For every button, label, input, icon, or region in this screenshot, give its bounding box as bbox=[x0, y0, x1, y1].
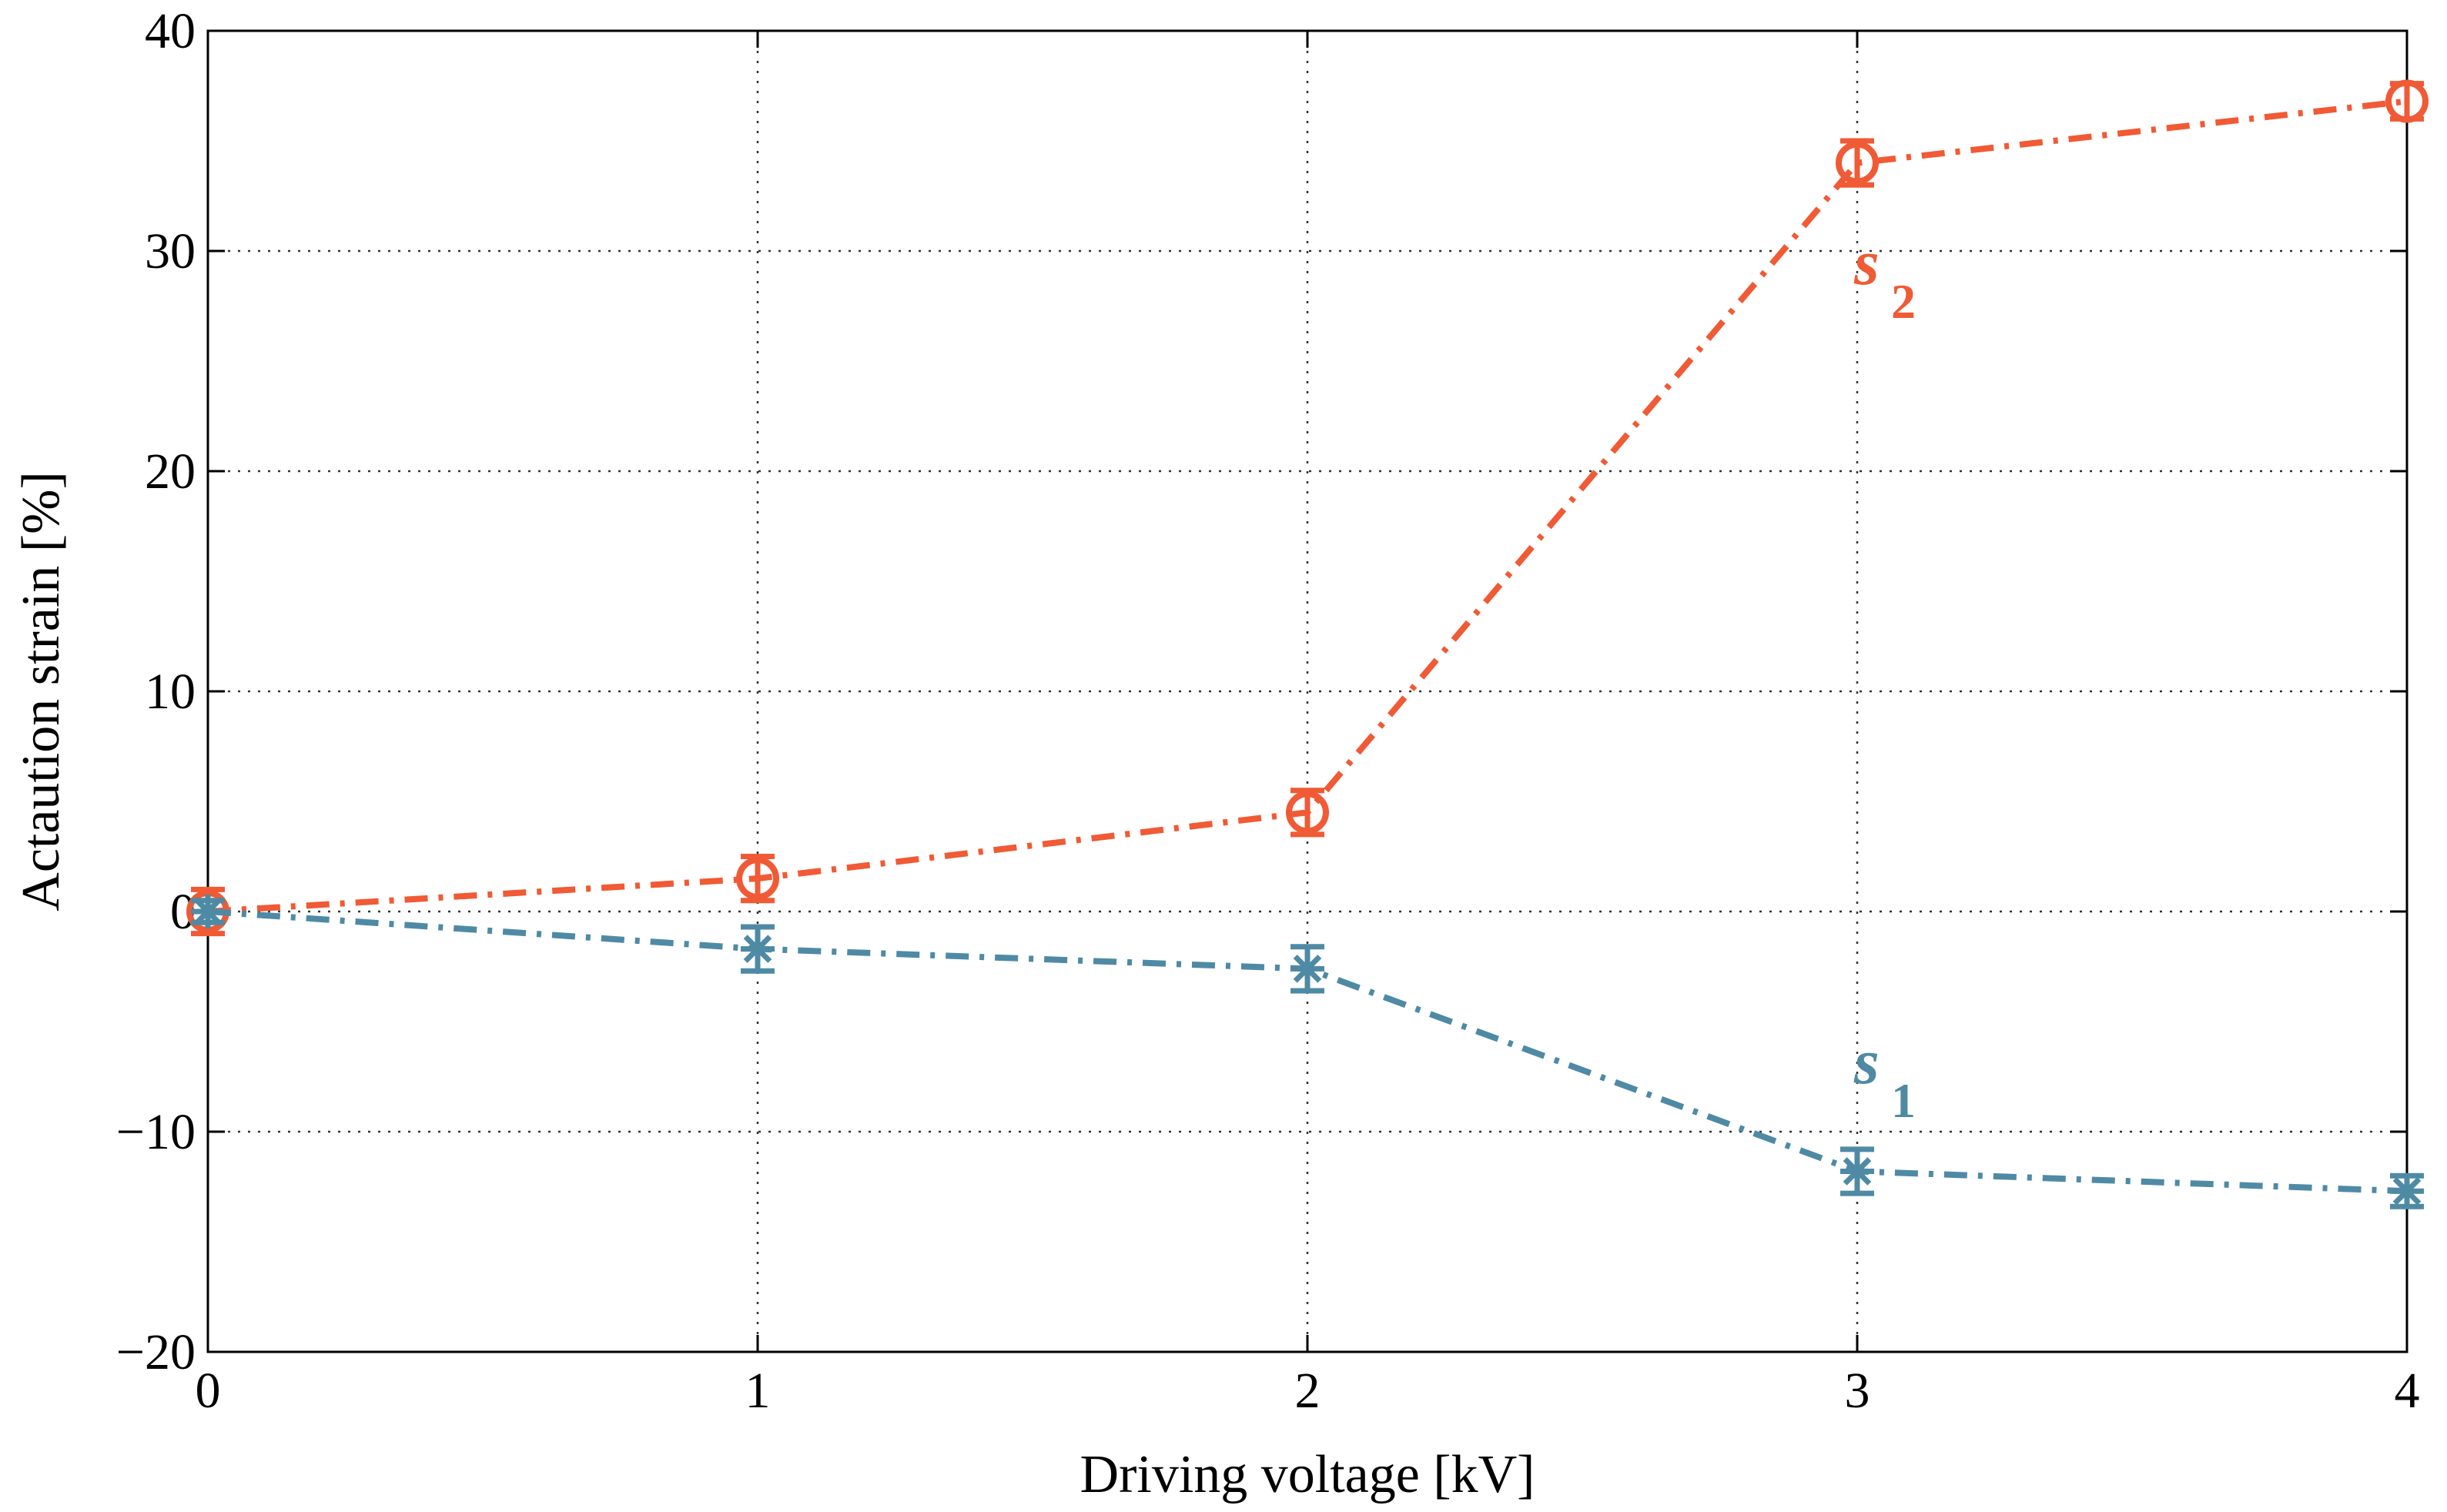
marker-stroke bbox=[743, 935, 772, 963]
x-tick-label: 4 bbox=[2395, 1363, 2420, 1419]
y-tick-label: 40 bbox=[145, 3, 196, 59]
y-axis-label: Actaution strain [%] bbox=[12, 471, 71, 911]
error-bar bbox=[741, 854, 775, 904]
data-point-s2 bbox=[2385, 79, 2429, 123]
data-point-s1 bbox=[741, 932, 775, 966]
y-tick-label: −10 bbox=[116, 1104, 196, 1160]
marker-stroke bbox=[193, 897, 223, 926]
x-axis-label: Driving voltage [kV] bbox=[1080, 1445, 1535, 1504]
marker-stroke bbox=[2392, 1176, 2422, 1206]
x-tick-label: 2 bbox=[1295, 1363, 1321, 1419]
series-label-s2: s2 bbox=[1853, 227, 1916, 329]
x-tick-label: 3 bbox=[1845, 1363, 1870, 1419]
data-point-s2 bbox=[736, 857, 779, 901]
marker-stroke bbox=[1293, 955, 1322, 983]
marker-stroke bbox=[1843, 1157, 1872, 1186]
series-label-s1: s1 bbox=[1853, 1026, 1916, 1128]
x-tick-label: 0 bbox=[196, 1363, 221, 1419]
series-label-subscript: 2 bbox=[1891, 274, 1916, 329]
y-tick-label: 30 bbox=[145, 223, 196, 279]
series-label-symbol: s bbox=[1853, 1026, 1880, 1098]
data-point-s1 bbox=[191, 895, 225, 928]
series-label-symbol: s bbox=[1853, 227, 1880, 299]
data-point-s2 bbox=[1836, 141, 1879, 185]
y-tick-label: 20 bbox=[145, 443, 196, 500]
y-tick-label: −20 bbox=[116, 1324, 196, 1380]
series-label-subscript: 1 bbox=[1891, 1073, 1916, 1128]
grid-lines bbox=[208, 31, 2407, 1352]
y-tick-label: 10 bbox=[145, 664, 196, 720]
error-bar bbox=[1840, 138, 1874, 188]
data-point-s1 bbox=[1840, 1154, 1874, 1189]
data-point-s1 bbox=[2390, 1174, 2424, 1209]
data-point-s2 bbox=[1286, 791, 1329, 835]
error-bar bbox=[1290, 788, 1324, 838]
series-s1 bbox=[191, 895, 2424, 1209]
data-point-s1 bbox=[1290, 952, 1324, 986]
data-series bbox=[186, 79, 2429, 1209]
x-tick-label: 1 bbox=[745, 1363, 771, 1419]
series-s2 bbox=[186, 79, 2429, 937]
